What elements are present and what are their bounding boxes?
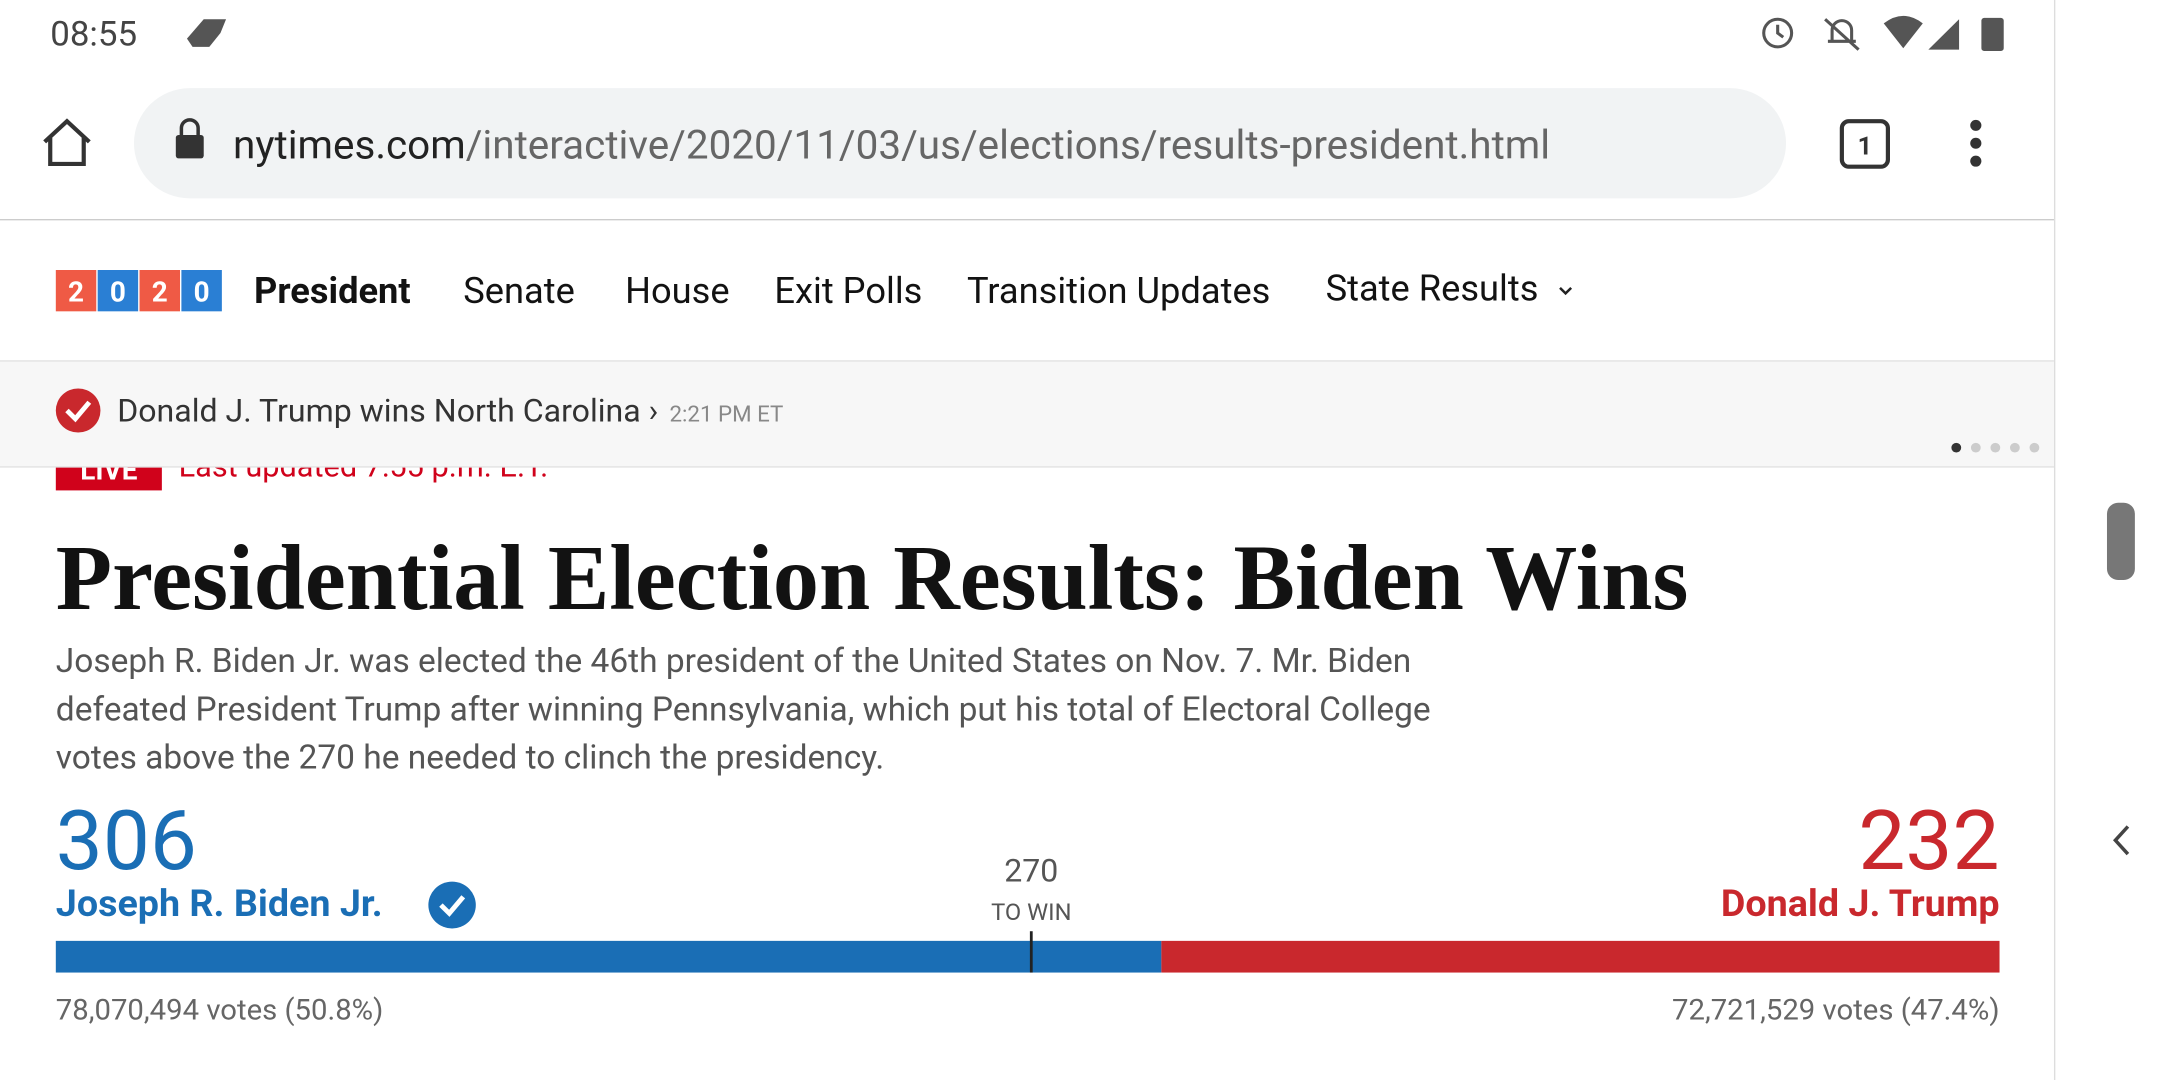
popular-votes: 72,721,529 votes (47.4%) [1672,994,2000,1028]
electoral-votes: 232 [1858,794,1999,890]
popular-votes: 78,070,494 votes (50.8%) [56,994,384,1028]
candidate-name: Donald J. Trump [1721,882,2000,926]
check-icon [55,388,101,433]
status-icons [1762,17,1860,51]
nav: President Senate House Exit Polls Transition… [254,268,1539,312]
wifi-icon [1883,15,1923,49]
ticker-bar[interactable] [0,360,2054,467]
url-host: nytimes.com [233,122,466,169]
logo-digit: 2 [152,276,168,309]
url-bar[interactable] [133,88,1787,199]
nav-item[interactable]: President [254,270,411,312]
status-time: 08:55 [50,15,137,55]
menu-button[interactable] [1970,119,1982,167]
candidate-name: Joseph R. Biden Jr. [56,882,383,926]
logo-tile [97,270,139,312]
lock-shackle [179,118,200,135]
nav-item[interactable]: Exit Polls [774,270,922,312]
url-path: /interactive/2020/11/03/us/elections/res… [466,122,1550,169]
winner-check [428,881,476,929]
tab-count: 1 [1858,132,1872,161]
logo-digit: 2 [68,276,84,309]
logo-tile [181,270,222,312]
dropdown-chevron [1559,287,1573,296]
logo-digit: 0 [110,276,126,309]
ticker-text[interactable]: Donald J. Trump wins North Carolina › 2:2… [117,392,783,430]
electoral-bar [1161,940,2000,973]
threshold-value: 270 [1004,852,1058,890]
status-app-icon [186,19,227,47]
tab-switcher[interactable] [1839,119,1890,169]
summary-line: votes above the 270 he needed to clinch … [56,739,884,778]
check-mark [65,400,92,423]
threshold-label: TO WIN [991,898,1071,926]
headline: Presidential Election Results: Biden Win… [56,526,1689,629]
nav-item[interactable]: Transition Updates [967,270,1270,312]
summary-line: defeated President Trump after winning P… [56,691,1431,730]
nav-item[interactable]: Senate [463,270,575,312]
side-gutter [2053,0,2160,1080]
ticker-dots [1951,442,2040,453]
home-button[interactable] [43,118,91,166]
winner-check-mark [439,895,466,917]
side-panel-handle[interactable] [2113,825,2130,856]
ticker-headline: Donald J. Trump wins North Carolina › [117,392,658,430]
ticker-time: 2:21 PM ET [669,402,783,428]
lock-icon [175,135,204,159]
nav-item[interactable]: House [625,270,729,312]
summary: Joseph R. Biden Jr. was elected the 46th… [56,642,1431,777]
electoral-bar [55,940,1162,973]
nav-item[interactable]: State Results [1326,268,1539,310]
url-text[interactable]: nytimes.com/interactive/2020/11/03/us/el… [233,122,1550,169]
electoral-votes: 306 [56,794,197,890]
logo-tile [139,270,180,312]
logo-digit: 0 [194,276,210,309]
battery-icon [1981,17,2004,51]
logo-tile [55,270,97,312]
scrollbar-thumb[interactable] [2106,502,2135,580]
summary-line: Joseph R. Biden Jr. was elected the 46th… [56,642,1411,681]
